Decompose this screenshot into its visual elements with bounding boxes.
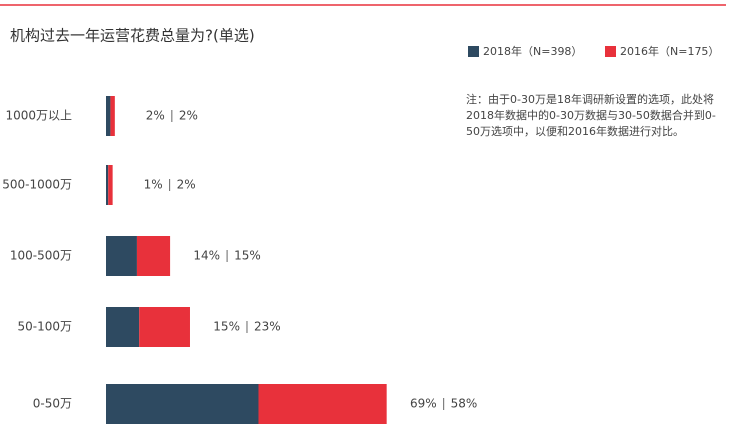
bar-segment: [106, 307, 140, 347]
bar-segment: [108, 165, 113, 205]
bar-segment: [110, 96, 115, 136]
value-label: 58%: [451, 397, 478, 411]
value-label: 1%: [144, 178, 163, 192]
value-label: 2%: [179, 109, 198, 123]
value-label: 15%: [234, 249, 261, 263]
value-label: 2%: [177, 178, 196, 192]
note-box: 注：由于0-30万是18年调研新设置的选项，此处将2018年数据中的0-30万数…: [466, 93, 716, 138]
y-tick-label: 0-50万: [33, 397, 72, 411]
bar-segment: [136, 236, 171, 276]
value-label: 69%: [410, 397, 437, 411]
note: 注：由于0-30万是18年调研新设置的选项，此处将2018年数据中的0-30万数…: [466, 93, 716, 138]
value-label: 14%: [193, 249, 220, 263]
y-tick-label: 1000万以上: [5, 109, 72, 123]
bar-segment: [139, 307, 190, 347]
value-label: 23%: [254, 320, 281, 334]
legend-label: 2016年（N=175）: [620, 44, 719, 58]
legend-swatch: [468, 46, 479, 57]
legend-swatch: [605, 46, 616, 57]
y-tick-label: 50-100万: [17, 320, 72, 334]
bar-segment: [258, 384, 387, 424]
value-label: 2%: [146, 109, 165, 123]
bar-segment: [106, 236, 137, 276]
chart-title: 机构过去一年运营花费总量为?(单选): [10, 27, 255, 45]
bar-segment: [106, 384, 259, 424]
value-label: 15%: [213, 320, 240, 334]
y-tick-label: 100-500万: [10, 249, 72, 263]
bar-segment: [106, 165, 109, 205]
y-tick-label: 500-1000万: [2, 178, 72, 192]
legend-label: 2018年（N=398）: [483, 44, 582, 58]
bar-segment: [106, 96, 111, 136]
